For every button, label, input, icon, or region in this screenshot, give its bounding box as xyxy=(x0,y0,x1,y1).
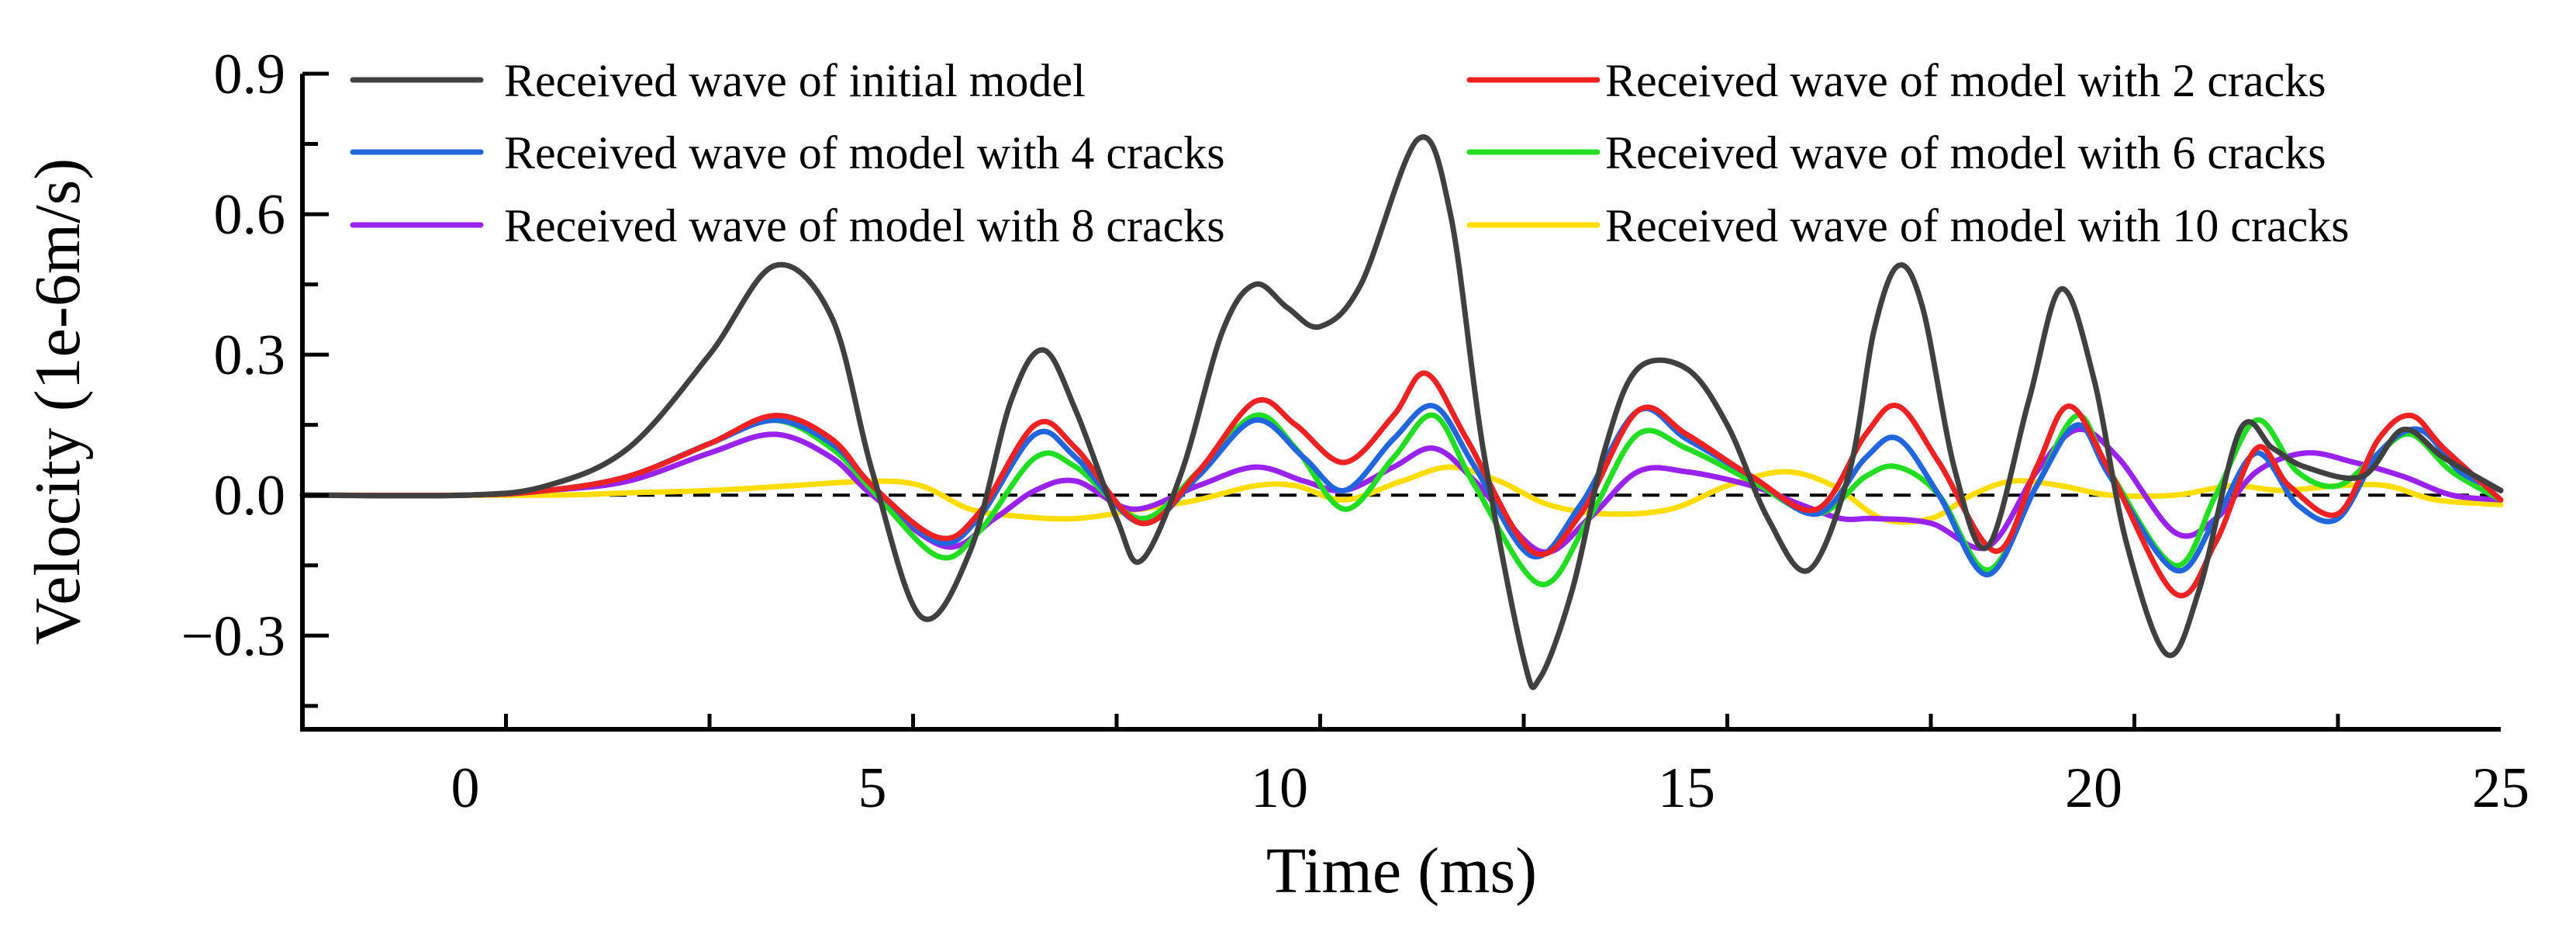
x-tick-label: 20 xyxy=(2065,756,2122,820)
x-tick-label: 5 xyxy=(858,756,887,820)
x-tick-label: 10 xyxy=(1251,756,1308,820)
series-line-0 xyxy=(299,134,2504,690)
legend-label-3: Received wave of model with 6 cracks xyxy=(1605,127,2326,178)
y-tick-label: 0.3 xyxy=(214,324,286,387)
x-tick-label: 0 xyxy=(451,756,480,820)
legend-label-1: Received wave of model with 2 cracks xyxy=(1605,55,2326,106)
x-tick-label: 15 xyxy=(1658,756,1715,820)
x-tick-label: 25 xyxy=(2472,756,2529,820)
x-axis-label: Time (ms) xyxy=(1266,835,1537,907)
legend-label-4: Received wave of model with 8 cracks xyxy=(504,200,1225,251)
axes: 0 5 10 15 20 25 −0.3 0.0 0.3 0.6 0.9 Time (ms) Veloc… xyxy=(22,43,2529,907)
legend-label-0: Received wave of initial model xyxy=(504,55,1086,106)
y-axis-label: Velocity (1e-6m/s) xyxy=(22,158,94,645)
y-tick-label: −0.3 xyxy=(181,604,285,668)
legend-label-5: Received wave of model with 10 cracks xyxy=(1605,200,2350,251)
y-tick-label: 0.9 xyxy=(214,43,286,106)
legend-label-2: Received wave of model with 4 cracks xyxy=(504,127,1225,178)
series-line-3 xyxy=(299,412,2504,587)
y-tick-label: 0.0 xyxy=(214,464,286,528)
y-tick-label: 0.6 xyxy=(214,183,286,247)
legend: Received wave of initial model Received w… xyxy=(350,55,2350,251)
series-lines xyxy=(299,134,2504,690)
